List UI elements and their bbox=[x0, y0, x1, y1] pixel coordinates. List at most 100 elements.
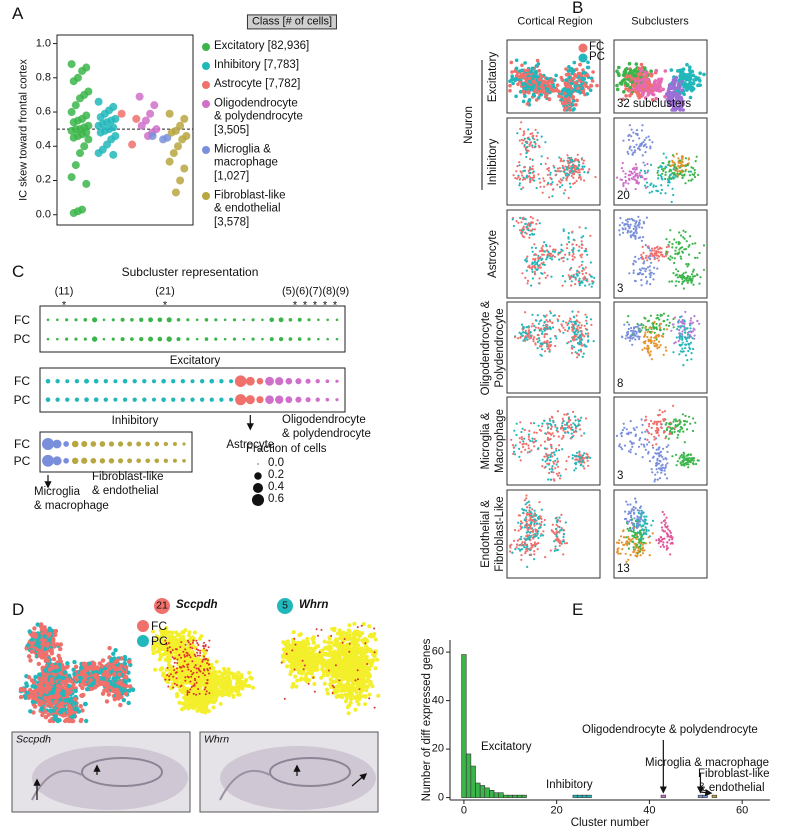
cell-dot bbox=[652, 272, 655, 275]
cell-dot bbox=[663, 410, 667, 413]
cell-dot bbox=[524, 552, 527, 555]
cell-dot bbox=[690, 317, 693, 320]
cell-dot bbox=[558, 471, 561, 475]
cell-dot bbox=[576, 153, 579, 156]
subcluster-dot bbox=[278, 336, 284, 342]
cell-dot bbox=[580, 324, 583, 327]
cell-dot bbox=[643, 515, 646, 518]
data-point bbox=[128, 140, 137, 149]
cell-dot bbox=[546, 167, 549, 171]
cell-dot bbox=[642, 541, 646, 545]
cell-dot bbox=[632, 550, 635, 554]
cell-dot bbox=[568, 253, 571, 256]
cell-dot bbox=[582, 277, 585, 280]
cell-dot bbox=[621, 227, 624, 230]
cell-dot bbox=[625, 75, 629, 79]
cell-dot bbox=[678, 173, 681, 176]
cell-dot bbox=[537, 424, 540, 427]
cell-dot bbox=[624, 67, 629, 71]
cell-dot bbox=[556, 531, 559, 534]
cell-dot bbox=[552, 78, 557, 82]
cell-dot bbox=[630, 128, 633, 131]
cell-dot bbox=[575, 179, 578, 183]
subcluster-dot bbox=[102, 318, 106, 322]
cell-dot bbox=[530, 221, 533, 224]
cell-dot bbox=[621, 97, 625, 102]
cell-dot bbox=[583, 452, 586, 455]
cell-dot bbox=[682, 430, 685, 433]
cell-dot bbox=[529, 422, 533, 425]
cell-dot bbox=[575, 319, 579, 322]
cell-dot bbox=[655, 338, 658, 341]
cell-dot bbox=[618, 229, 621, 232]
cell-dot bbox=[566, 422, 569, 425]
cell-dot bbox=[637, 236, 641, 239]
cell-dot bbox=[582, 162, 585, 165]
cell-dot bbox=[625, 521, 629, 525]
data-point bbox=[82, 179, 91, 188]
cell-dot bbox=[625, 540, 628, 544]
cell-dot bbox=[521, 272, 524, 275]
cell-dot bbox=[621, 429, 625, 432]
data-point bbox=[135, 92, 144, 101]
cell-dot bbox=[573, 454, 576, 457]
cell-dot bbox=[573, 256, 576, 259]
cell-dot bbox=[670, 200, 673, 204]
cell-dot bbox=[621, 335, 624, 338]
cell-dot bbox=[665, 238, 668, 241]
cell-dot bbox=[582, 82, 587, 86]
cell-dot bbox=[698, 282, 701, 285]
cell-dot bbox=[655, 326, 658, 329]
cell-dot bbox=[681, 319, 684, 322]
cell-dot bbox=[677, 86, 682, 90]
cell-dot bbox=[546, 459, 549, 462]
cell-dot bbox=[575, 329, 578, 332]
cell-dot bbox=[687, 157, 691, 160]
cell-dot bbox=[581, 454, 585, 457]
cell-dot bbox=[579, 340, 582, 343]
cell-dot bbox=[657, 174, 660, 177]
cell-dot bbox=[647, 347, 650, 350]
cell-dot bbox=[562, 529, 566, 532]
cell-dot bbox=[576, 352, 579, 355]
cell-dot bbox=[520, 535, 523, 538]
cell-dot bbox=[662, 458, 665, 461]
cell-dot bbox=[563, 413, 566, 416]
cell-dot bbox=[575, 273, 578, 276]
cell-dot bbox=[513, 529, 517, 532]
cell-dot bbox=[636, 535, 639, 539]
cell-dot bbox=[534, 98, 539, 102]
cell-dot bbox=[649, 350, 652, 353]
cell-dot bbox=[615, 541, 619, 544]
cell-dot bbox=[619, 552, 622, 555]
cell-dot bbox=[645, 136, 648, 139]
cell-dot bbox=[550, 258, 554, 261]
cell-dot bbox=[680, 88, 685, 93]
cell-dot bbox=[566, 72, 571, 76]
cell-dot bbox=[697, 173, 700, 176]
cell-dot bbox=[523, 61, 527, 65]
cell-dot bbox=[686, 275, 690, 278]
cell-dot bbox=[650, 163, 653, 166]
cell-dot bbox=[558, 477, 562, 480]
cell-dot bbox=[633, 171, 636, 174]
cell-dot bbox=[522, 225, 525, 228]
cell-dot bbox=[566, 323, 569, 327]
cell-dot bbox=[556, 457, 559, 460]
cell-dot bbox=[578, 460, 581, 463]
cell-dot bbox=[527, 128, 530, 131]
cell-dot bbox=[653, 247, 657, 250]
cell-dot bbox=[529, 157, 532, 161]
cell-dot bbox=[649, 74, 654, 78]
subcluster-dot bbox=[245, 395, 255, 405]
cell-dot bbox=[625, 334, 628, 337]
cell-dot bbox=[551, 195, 554, 198]
cell-dot bbox=[648, 441, 651, 444]
cell-dot bbox=[641, 528, 644, 531]
cell-dot bbox=[571, 347, 574, 350]
cell-dot bbox=[636, 172, 639, 175]
cell-dot bbox=[512, 446, 516, 449]
cell-dot bbox=[697, 459, 700, 462]
cell-dot bbox=[563, 542, 566, 545]
cell-dot bbox=[570, 103, 574, 107]
